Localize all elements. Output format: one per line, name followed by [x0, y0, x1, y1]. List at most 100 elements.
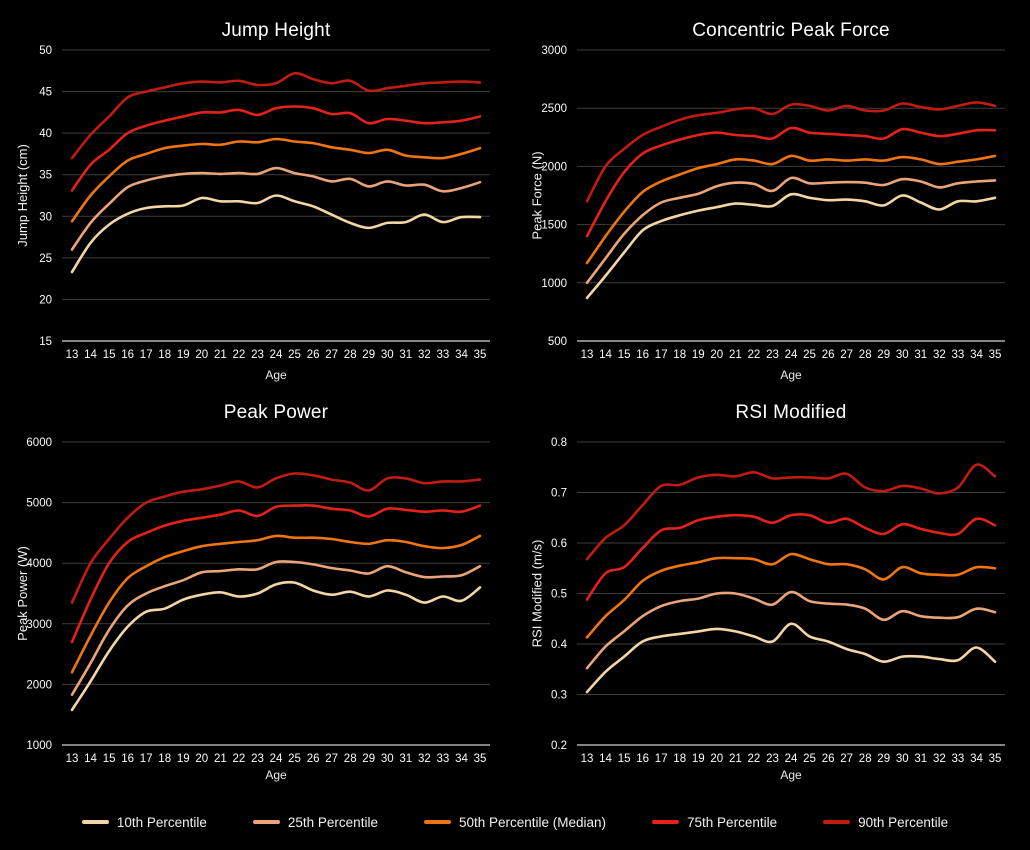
legend-swatch-25th-icon: [252, 820, 280, 824]
legend-item-25th-percentile: 25th Percentile: [252, 815, 378, 830]
svg-text:3000: 3000: [26, 619, 52, 631]
svg-text:16: 16: [121, 349, 134, 361]
legend-item-10th-percentile: 10th Percentile: [81, 815, 207, 830]
svg-text:29: 29: [877, 349, 890, 361]
svg-text:17: 17: [655, 349, 668, 361]
svg-text:0.8: 0.8: [551, 437, 567, 449]
legend-item-75th-percentile: 75th Percentile: [652, 815, 777, 830]
svg-text:24: 24: [270, 349, 283, 361]
chart-title: RSI Modified: [735, 402, 847, 423]
x-axis-label: Age: [265, 368, 287, 382]
svg-text:21: 21: [214, 349, 227, 361]
svg-text:13: 13: [581, 753, 594, 765]
svg-text:13: 13: [581, 349, 594, 361]
svg-text:0.6: 0.6: [551, 538, 567, 550]
peak-power-plot: 1000 2000 3000 4000 5000 6000 13 14 15 16 17 18 19 20…: [26, 437, 490, 765]
svg-text:30: 30: [381, 349, 394, 361]
chart-title: Concentric Peak Force: [692, 20, 890, 41]
svg-text:2000: 2000: [541, 161, 567, 173]
legend-swatch-90th-icon: [823, 820, 851, 824]
svg-text:19: 19: [177, 753, 190, 765]
svg-text:20: 20: [195, 349, 208, 361]
svg-text:45: 45: [39, 87, 52, 99]
svg-text:4000: 4000: [26, 558, 52, 570]
svg-text:24: 24: [270, 753, 283, 765]
svg-text:35: 35: [474, 753, 487, 765]
svg-text:32: 32: [933, 753, 946, 765]
svg-text:15: 15: [103, 753, 116, 765]
svg-text:15: 15: [39, 336, 52, 348]
svg-text:22: 22: [233, 349, 246, 361]
svg-text:23: 23: [766, 753, 779, 765]
svg-text:35: 35: [989, 349, 1002, 361]
svg-text:26: 26: [307, 753, 320, 765]
svg-text:1500: 1500: [541, 220, 567, 232]
svg-text:21: 21: [729, 349, 742, 361]
svg-text:33: 33: [952, 349, 965, 361]
chart-title: Peak Power: [223, 402, 329, 423]
svg-text:26: 26: [822, 753, 835, 765]
svg-text:26: 26: [822, 349, 835, 361]
svg-text:19: 19: [692, 349, 705, 361]
svg-text:18: 18: [158, 753, 171, 765]
svg-text:32: 32: [418, 753, 431, 765]
svg-text:16: 16: [636, 349, 649, 361]
svg-text:22: 22: [748, 349, 761, 361]
svg-text:23: 23: [766, 349, 779, 361]
svg-text:15: 15: [618, 349, 631, 361]
svg-text:0.5: 0.5: [551, 589, 567, 601]
legend-swatch-10th-icon: [81, 820, 109, 824]
svg-text:40: 40: [39, 128, 52, 140]
svg-text:3000: 3000: [541, 45, 567, 57]
legend-label: 90th Percentile: [858, 814, 949, 830]
svg-text:500: 500: [548, 336, 567, 348]
svg-text:14: 14: [599, 753, 612, 765]
svg-text:18: 18: [158, 349, 171, 361]
svg-text:17: 17: [655, 753, 668, 765]
svg-text:2000: 2000: [26, 679, 52, 691]
svg-text:23: 23: [251, 349, 264, 361]
svg-text:30: 30: [896, 753, 909, 765]
svg-text:27: 27: [325, 753, 338, 765]
chart-peak-power: Peak Power Peak Power (W) 1000 2000 3000 40…: [0, 395, 515, 800]
x-axis-label: Age: [780, 368, 802, 382]
svg-text:21: 21: [214, 753, 227, 765]
legend-item-50th-percentile: 50th Percentile (Median): [423, 814, 607, 830]
svg-text:0.7: 0.7: [551, 488, 567, 500]
legend-label: 75th Percentile: [687, 814, 778, 830]
svg-text:34: 34: [970, 349, 983, 361]
legend-label: 50th Percentile (Median): [458, 814, 607, 830]
legend-swatch-50th-icon: [423, 820, 451, 824]
svg-text:15: 15: [618, 753, 631, 765]
chart-rsi-modified: RSI Modified RSI Modified (m/s) 0.2 0.3 0.…: [515, 395, 1030, 800]
svg-text:13: 13: [66, 753, 79, 765]
svg-text:14: 14: [84, 753, 97, 765]
svg-text:16: 16: [121, 753, 134, 765]
svg-text:1000: 1000: [26, 740, 52, 752]
svg-text:32: 32: [933, 349, 946, 361]
svg-text:31: 31: [914, 753, 927, 765]
legend-swatch-75th-icon: [652, 820, 680, 824]
svg-text:20: 20: [39, 294, 52, 306]
svg-text:18: 18: [673, 753, 686, 765]
svg-text:22: 22: [233, 753, 246, 765]
svg-text:1000: 1000: [541, 278, 567, 290]
svg-text:24: 24: [785, 349, 798, 361]
svg-text:19: 19: [177, 349, 190, 361]
svg-text:34: 34: [455, 753, 468, 765]
svg-text:20: 20: [195, 753, 208, 765]
rsi-modified-plot: 0.2 0.3 0.4 0.5 0.6 0.7 0.8 13 14 15 16 17 18 19 20 21 2…: [551, 437, 1005, 765]
svg-text:5000: 5000: [26, 498, 52, 510]
svg-text:31: 31: [914, 349, 927, 361]
svg-text:33: 33: [437, 349, 450, 361]
svg-text:27: 27: [325, 349, 338, 361]
svg-text:25: 25: [39, 253, 52, 265]
svg-text:18: 18: [673, 349, 686, 361]
svg-text:21: 21: [729, 753, 742, 765]
legend-item-90th-percentile: 90th Percentile: [823, 815, 948, 830]
svg-text:20: 20: [710, 349, 723, 361]
svg-text:33: 33: [952, 753, 965, 765]
svg-text:33: 33: [437, 753, 450, 765]
svg-text:17: 17: [140, 753, 153, 765]
x-axis-label: Age: [265, 768, 287, 782]
